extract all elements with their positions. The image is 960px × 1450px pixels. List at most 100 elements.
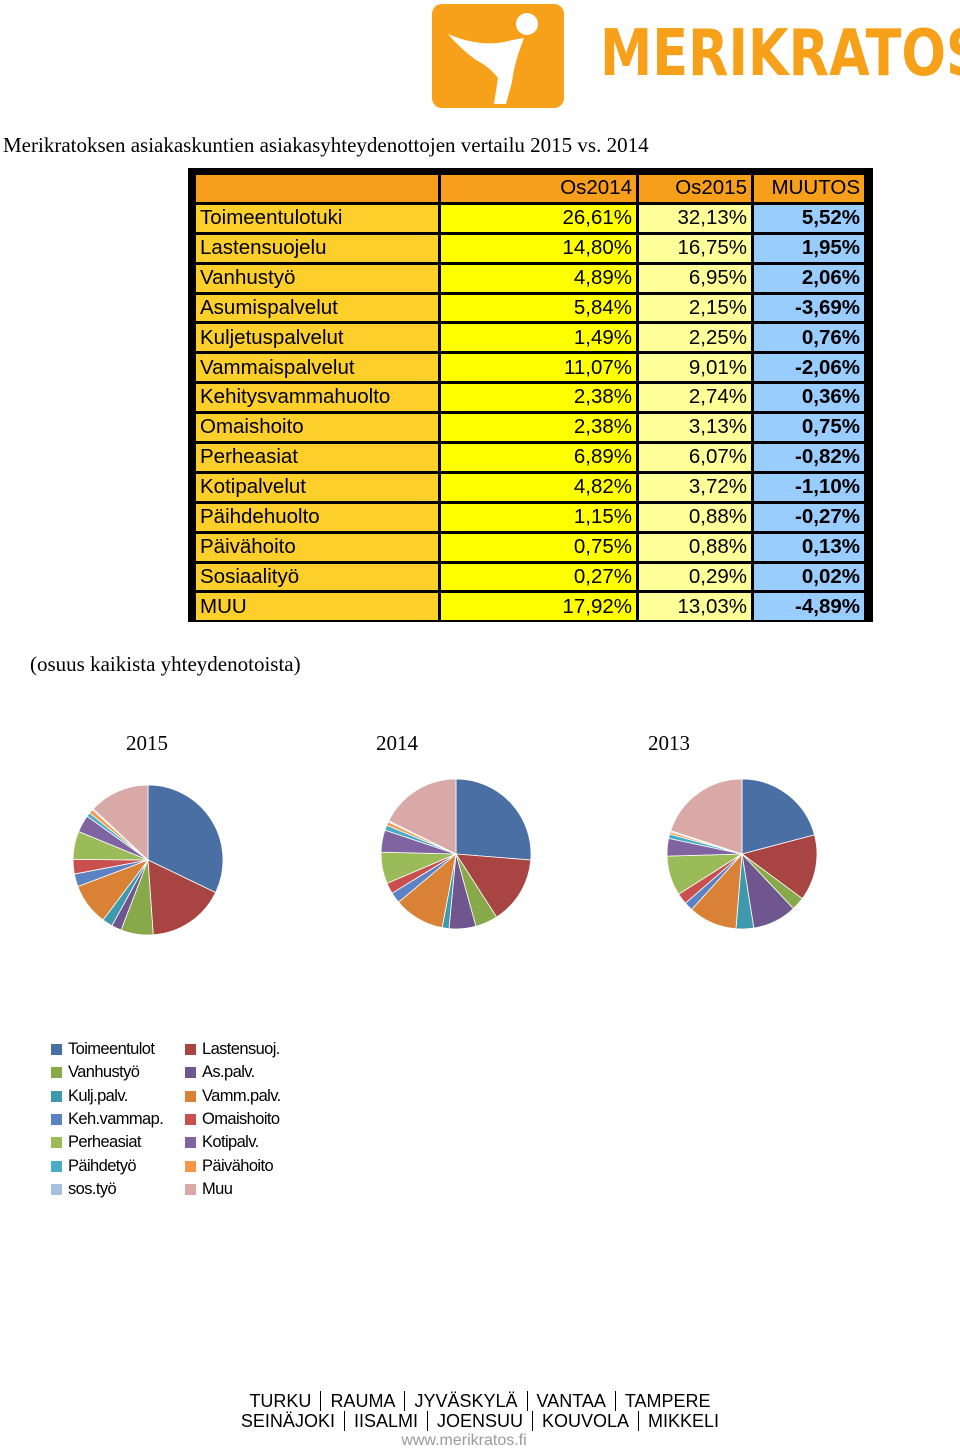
cell-os2015: 2,25% [636,324,751,352]
legend-swatch [51,1067,62,1079]
legend-label: Päivähoito [202,1156,274,1175]
pie-slice [388,778,457,855]
row-label: MUU [196,593,438,621]
table-header-row: Os2014 Os2015 MUUTOS [196,175,864,202]
footer-separator [614,1391,616,1411]
cell-os2014: 0,27% [438,563,636,591]
legend-item: As.palv. [185,1063,255,1082]
table-row: Kehitysvammahuolto 2,38% 2,74% 0,36% [196,384,864,412]
cell-os2015: 32,13% [636,204,751,232]
cell-os2014: 11,07% [438,354,636,382]
row-label: Toimeentulotuki [196,204,438,232]
footer-city: MIKKELI [648,1411,720,1431]
legend-swatch [185,1090,196,1102]
footer-city: SEINÄJOKI [240,1411,335,1431]
table-row: Sosiaalityö 0,27% 0,29% 0,02% [196,563,864,591]
row-label: Asumispalvelut [196,294,438,322]
cell-os2014: 14,80% [438,234,636,262]
footer-separator [526,1391,528,1411]
footer-separator [320,1391,322,1411]
table-row: Päihdehuolto 1,15% 0,88% -0,27% [196,503,864,531]
table-row: MUU 17,92% 13,03% -4,89% [196,593,864,621]
legend-label: Vamm.palv. [202,1086,281,1105]
cell-muutos: -1,10% [751,473,864,501]
row-label: Kuljetuspalvelut [196,324,438,352]
comparison-table-grid: Os2014 Os2015 MUUTOS Toimeentulotuki 26,6… [196,172,864,623]
cell-muutos: -4,89% [751,593,864,621]
pie-slice [741,778,816,855]
cell-os2015: 0,88% [636,533,751,561]
legend-item: Vamm.palv. [185,1087,281,1106]
pie-slice [147,859,217,936]
legend-label: Omaishoito [202,1109,280,1128]
legend-item: Päihdetyö [51,1156,137,1176]
cell-muutos: 0,75% [751,414,864,442]
row-label: Perheasiat [196,444,438,471]
row-label: Lastensuojelu [196,234,438,262]
legend-item: Omaishoito [185,1109,280,1129]
cell-muutos: 0,76% [751,324,864,352]
row-label: Omaishoito [196,414,438,442]
footer-city: IISALMI [353,1411,418,1431]
legend-label: Toimeentulot [68,1040,155,1058]
pie-title-2015: 2015 [126,731,168,755]
footer-separator [343,1411,345,1431]
legend-item: Perheasiat [51,1133,141,1152]
legend-item: sos.työ [51,1179,117,1199]
legend-swatch [51,1183,62,1195]
legend-label: Päihdetyö [68,1156,137,1175]
table-row: Vanhustyö 4,89% 6,95% 2,06% [196,264,864,292]
legend-swatch [51,1160,62,1172]
header-muutos: MUUTOS [751,175,864,202]
cell-os2015: 3,13% [636,414,751,442]
legend-swatch [185,1137,196,1149]
cell-muutos: 0,13% [751,533,864,561]
pie-charts [72,778,818,936]
row-label: Päivähoito [196,533,438,561]
table-row: Kuljetuspalvelut 1,49% 2,25% 0,76% [196,324,864,352]
legend-item: Kulj.palv. [51,1087,128,1106]
legend-item: Vanhustyö [51,1063,140,1082]
legend-item: Lastensuoj. [185,1040,280,1059]
cell-os2014: 4,89% [438,264,636,292]
cell-os2015: 9,01% [636,354,751,382]
row-label: Vanhustyö [196,264,438,292]
cell-muutos: 0,02% [751,563,864,591]
cell-os2015: 0,88% [636,503,751,531]
legend-label: Kulj.palv. [68,1086,128,1105]
cell-os2014: 2,38% [438,414,636,442]
cell-os2014: 26,61% [438,204,636,232]
cell-os2015: 6,07% [636,444,751,471]
table-row: Toimeentulotuki 26,61% 32,13% 5,52% [196,204,864,232]
cell-os2015: 2,74% [636,384,751,412]
cell-muutos: 1,95% [751,234,864,262]
legend-swatch [185,1160,196,1172]
cell-os2015: 13,03% [636,593,751,621]
cell-os2014: 6,89% [438,444,636,471]
legend-swatch [185,1183,196,1195]
pie-title-2014: 2014 [376,731,418,755]
legend-label: As.palv. [202,1063,255,1082]
table-row: Omaishoito 2,38% 3,13% 0,75% [196,414,864,442]
legend-label: Perheasiat [68,1133,141,1152]
pie-slice [741,834,818,900]
cell-muutos: -0,27% [751,503,864,531]
legend-item: Keh.vammap. [51,1110,164,1129]
legend-label: Muu [202,1179,233,1198]
pie-slice [670,778,743,855]
footer-url[interactable]: www.merikratos.fi [401,1432,527,1449]
footer-cities-row2: SEINÄJOKI IISALMI JOENSUU KOUVOLA MIKKELI [0,1411,960,1432]
legend-swatch [185,1113,196,1125]
table-row: Lastensuojelu 14,80% 16,75% 1,95% [196,234,864,262]
footer-separator [532,1411,533,1431]
legend-label: Vanhustyö [68,1063,140,1082]
header-os2014: Os2014 [438,175,636,202]
cell-os2015: 16,75% [636,234,751,262]
legend-item: Toimeentulot [51,1040,155,1059]
cell-muutos: 0,36% [751,384,864,412]
cell-muutos: -3,69% [751,294,864,322]
legend-label: sos.työ [68,1179,117,1198]
cell-os2014: 2,38% [438,384,636,412]
legend-swatch [51,1044,62,1055]
cell-os2014: 5,84% [438,294,636,322]
